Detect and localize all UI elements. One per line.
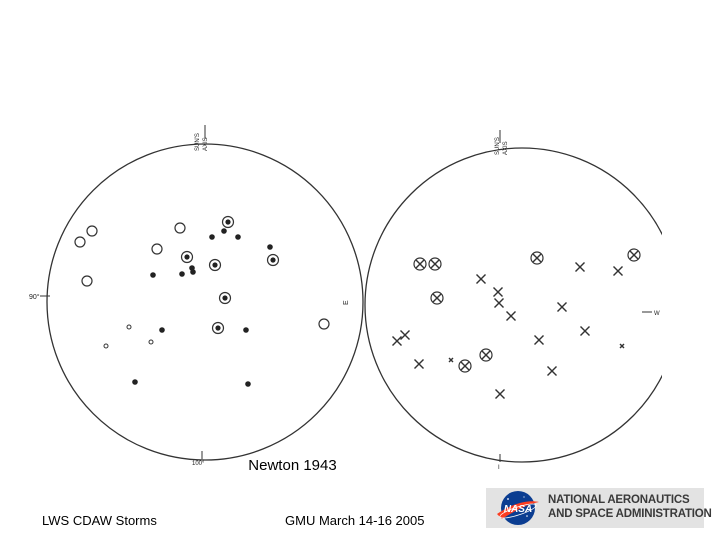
solar-disk-diagrams: SUN'S AXIS 90° E 100° SUN'S AXIS W I xyxy=(29,125,662,470)
sunspot-marker xyxy=(494,298,504,308)
sunspot-marker xyxy=(627,248,641,262)
right-axis-label-2: AXIS xyxy=(503,141,509,155)
sunspot-marker xyxy=(534,335,544,345)
right-west-label: W xyxy=(654,311,660,317)
sunspot-marker xyxy=(211,321,225,335)
sunspot-marker xyxy=(613,266,623,276)
sunspot-marker xyxy=(221,228,227,234)
footer-date: GMU March 14-16 2005 xyxy=(285,513,425,528)
sunspot-marker xyxy=(151,243,163,255)
sunspot-marker xyxy=(506,311,516,321)
sunspot-marker xyxy=(318,318,330,330)
sunspot-marker xyxy=(448,357,454,363)
sunspot-marker xyxy=(493,287,503,297)
sunspot-marker xyxy=(428,257,442,271)
sunspot-marker xyxy=(103,343,109,349)
solar-disk-figure: SUN'S AXIS 90° E 100° SUN'S AXIS W I xyxy=(22,125,662,470)
sunspot-marker xyxy=(580,326,590,336)
left-solar-disk: SUN'S AXIS 90° E 100° xyxy=(29,125,364,467)
sunspot-marker xyxy=(209,234,215,240)
right-spot-markers xyxy=(392,248,641,399)
sunspot-marker xyxy=(476,274,486,284)
sunspot-marker xyxy=(557,302,567,312)
sunspot-marker xyxy=(430,291,444,305)
sunspot-marker xyxy=(208,258,222,272)
sunspot-marker xyxy=(400,330,410,340)
sunspot-marker xyxy=(190,269,196,275)
nasa-meatball-text: NASA xyxy=(504,504,532,515)
nasa-line-1: NATIONAL AERONAUTICS xyxy=(548,494,690,506)
sunspot-marker xyxy=(126,324,132,330)
footer-workshop: LWS CDAW Storms xyxy=(42,513,157,528)
sunspot-marker xyxy=(575,262,585,272)
right-solar-disk: SUN'S AXIS W I xyxy=(364,130,662,470)
sunspot-marker xyxy=(150,272,156,278)
sunspot-marker xyxy=(86,225,98,237)
sunspot-marker xyxy=(245,381,251,387)
nasa-agency-name: NATIONAL AERONAUTICS AND SPACE ADMINISTR… xyxy=(548,493,712,521)
sunspot-marker xyxy=(174,222,186,234)
sunspot-marker xyxy=(495,389,505,399)
sunspot-marker xyxy=(458,359,472,373)
sunspot-marker xyxy=(392,336,402,346)
sunspot-marker xyxy=(267,244,273,250)
left-east-label: 90° xyxy=(29,293,40,301)
sunspot-marker xyxy=(235,234,241,240)
sunspot-marker xyxy=(221,215,235,229)
figure-caption: Newton 1943 xyxy=(248,457,337,474)
sunspot-marker xyxy=(414,359,424,369)
left-disk-outline xyxy=(46,143,364,461)
sunspot-marker xyxy=(180,250,194,264)
nasa-line-2: AND SPACE ADMINISTRATION xyxy=(548,508,712,520)
right-axis-label-1: SUN'S xyxy=(495,137,501,155)
nasa-meatball-icon: NASA xyxy=(497,491,539,525)
sunspot-marker xyxy=(243,327,249,333)
sunspot-marker xyxy=(132,379,138,385)
left-spot-markers xyxy=(74,215,330,387)
sunspot-marker xyxy=(218,291,232,305)
sunspot-marker xyxy=(530,251,544,265)
sunspot-marker xyxy=(74,236,86,248)
nasa-logo: NASA NATIONAL AERONAUTICS AND SPACE ADMI… xyxy=(486,488,712,528)
sunspot-marker xyxy=(159,327,165,333)
left-axis-label-2: AXIS xyxy=(203,137,209,151)
sunspot-marker xyxy=(148,339,154,345)
sunspot-marker xyxy=(266,253,280,267)
sunspot-marker xyxy=(179,271,185,277)
sunspot-marker xyxy=(619,343,625,349)
sunspot-marker xyxy=(81,275,93,287)
left-west-label: E xyxy=(343,300,350,305)
left-axis-label-1: SUN'S xyxy=(195,133,201,151)
right-bottom-label: I xyxy=(498,465,500,470)
left-bottom-label: 100° xyxy=(192,461,205,467)
sunspot-marker xyxy=(547,366,557,376)
right-disk-outline xyxy=(364,147,662,463)
sunspot-marker xyxy=(413,257,427,271)
sunspot-marker xyxy=(479,348,493,362)
